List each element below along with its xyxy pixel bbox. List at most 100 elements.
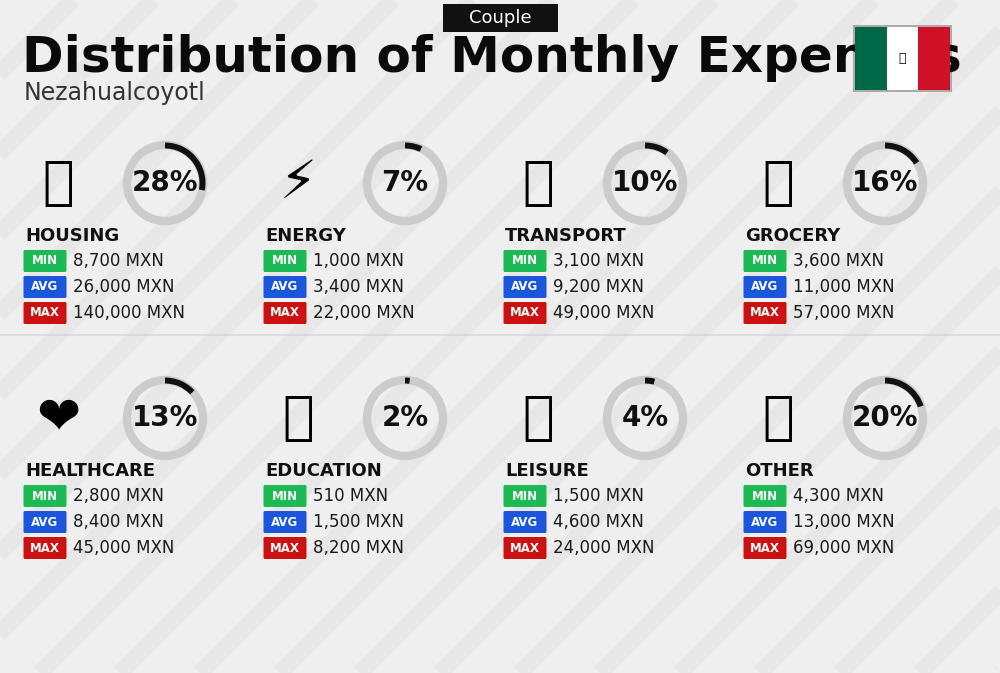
FancyBboxPatch shape xyxy=(504,250,546,272)
Text: MIN: MIN xyxy=(32,489,58,503)
Text: Couple: Couple xyxy=(469,9,531,27)
FancyBboxPatch shape xyxy=(264,250,306,272)
Wedge shape xyxy=(405,143,422,152)
Text: 20%: 20% xyxy=(852,404,918,432)
Text: 45,000 MXN: 45,000 MXN xyxy=(73,539,174,557)
FancyBboxPatch shape xyxy=(24,537,66,559)
FancyBboxPatch shape xyxy=(24,276,66,298)
Wedge shape xyxy=(645,143,669,155)
Text: 1,500 MXN: 1,500 MXN xyxy=(553,487,644,505)
FancyBboxPatch shape xyxy=(504,302,546,324)
Text: 🦅: 🦅 xyxy=(899,52,906,65)
FancyBboxPatch shape xyxy=(24,511,66,533)
Text: 24,000 MXN: 24,000 MXN xyxy=(553,539,654,557)
Text: MAX: MAX xyxy=(30,306,60,320)
Text: 140,000 MXN: 140,000 MXN xyxy=(73,304,185,322)
Text: 🛍: 🛍 xyxy=(522,392,554,444)
Text: 2,800 MXN: 2,800 MXN xyxy=(73,487,164,505)
FancyBboxPatch shape xyxy=(744,537,786,559)
Text: 3,600 MXN: 3,600 MXN xyxy=(793,252,884,270)
Text: 8,200 MXN: 8,200 MXN xyxy=(313,539,404,557)
FancyBboxPatch shape xyxy=(744,276,786,298)
Text: ENERGY: ENERGY xyxy=(265,227,346,245)
Text: MAX: MAX xyxy=(270,542,300,555)
FancyBboxPatch shape xyxy=(855,26,887,90)
Text: AVG: AVG xyxy=(31,281,59,293)
Text: AVG: AVG xyxy=(751,516,779,528)
FancyBboxPatch shape xyxy=(264,276,306,298)
FancyBboxPatch shape xyxy=(24,250,66,272)
Text: 2%: 2% xyxy=(381,404,429,432)
Text: GROCERY: GROCERY xyxy=(745,227,840,245)
Text: 4,300 MXN: 4,300 MXN xyxy=(793,487,884,505)
Text: MAX: MAX xyxy=(270,306,300,320)
Text: OTHER: OTHER xyxy=(745,462,814,480)
Text: MAX: MAX xyxy=(30,542,60,555)
Text: 11,000 MXN: 11,000 MXN xyxy=(793,278,895,296)
Text: HEALTHCARE: HEALTHCARE xyxy=(25,462,155,480)
Text: EDUCATION: EDUCATION xyxy=(265,462,382,480)
Text: 🚌: 🚌 xyxy=(522,157,554,209)
Text: 8,700 MXN: 8,700 MXN xyxy=(73,252,164,270)
Text: 1,000 MXN: 1,000 MXN xyxy=(313,252,404,270)
Text: 49,000 MXN: 49,000 MXN xyxy=(553,304,654,322)
Text: MIN: MIN xyxy=(272,254,298,267)
Text: MIN: MIN xyxy=(752,489,778,503)
Text: HOUSING: HOUSING xyxy=(25,227,119,245)
Text: ❤: ❤ xyxy=(36,392,80,444)
Text: MAX: MAX xyxy=(510,306,540,320)
FancyBboxPatch shape xyxy=(264,485,306,507)
Text: 🛒: 🛒 xyxy=(762,157,794,209)
Text: 510 MXN: 510 MXN xyxy=(313,487,388,505)
Wedge shape xyxy=(165,143,205,190)
Text: 57,000 MXN: 57,000 MXN xyxy=(793,304,894,322)
Text: 26,000 MXN: 26,000 MXN xyxy=(73,278,175,296)
FancyBboxPatch shape xyxy=(264,511,306,533)
Text: 3,400 MXN: 3,400 MXN xyxy=(313,278,404,296)
FancyBboxPatch shape xyxy=(744,302,786,324)
Text: MIN: MIN xyxy=(752,254,778,267)
Wedge shape xyxy=(885,143,919,164)
FancyBboxPatch shape xyxy=(744,511,786,533)
FancyBboxPatch shape xyxy=(264,302,306,324)
Text: MAX: MAX xyxy=(510,542,540,555)
Text: AVG: AVG xyxy=(511,281,539,293)
Text: 3,100 MXN: 3,100 MXN xyxy=(553,252,644,270)
Text: 8,400 MXN: 8,400 MXN xyxy=(73,513,164,531)
Text: 4,600 MXN: 4,600 MXN xyxy=(553,513,644,531)
Wedge shape xyxy=(405,378,410,384)
Text: 9,200 MXN: 9,200 MXN xyxy=(553,278,644,296)
Text: MIN: MIN xyxy=(272,489,298,503)
FancyBboxPatch shape xyxy=(24,302,66,324)
FancyBboxPatch shape xyxy=(442,4,558,32)
Wedge shape xyxy=(165,378,195,394)
FancyBboxPatch shape xyxy=(744,485,786,507)
FancyBboxPatch shape xyxy=(504,485,546,507)
Text: AVG: AVG xyxy=(751,281,779,293)
Text: Distribution of Monthly Expenses: Distribution of Monthly Expenses xyxy=(22,34,962,82)
Text: 69,000 MXN: 69,000 MXN xyxy=(793,539,894,557)
Text: 💰: 💰 xyxy=(762,392,794,444)
Text: 1,500 MXN: 1,500 MXN xyxy=(313,513,404,531)
Text: AVG: AVG xyxy=(511,516,539,528)
Text: 4%: 4% xyxy=(621,404,669,432)
Text: 10%: 10% xyxy=(612,169,678,197)
Text: MIN: MIN xyxy=(512,489,538,503)
FancyBboxPatch shape xyxy=(24,485,66,507)
FancyBboxPatch shape xyxy=(504,276,546,298)
Text: 22,000 MXN: 22,000 MXN xyxy=(313,304,415,322)
Wedge shape xyxy=(645,378,655,384)
Text: AVG: AVG xyxy=(31,516,59,528)
Text: LEISURE: LEISURE xyxy=(505,462,589,480)
Text: 7%: 7% xyxy=(381,169,429,197)
Text: MAX: MAX xyxy=(750,542,780,555)
FancyBboxPatch shape xyxy=(504,511,546,533)
Text: Nezahualcoyotl: Nezahualcoyotl xyxy=(24,81,206,105)
FancyBboxPatch shape xyxy=(504,537,546,559)
FancyBboxPatch shape xyxy=(264,537,306,559)
Text: 13,000 MXN: 13,000 MXN xyxy=(793,513,895,531)
FancyBboxPatch shape xyxy=(887,26,918,90)
Text: MIN: MIN xyxy=(512,254,538,267)
Text: MIN: MIN xyxy=(32,254,58,267)
FancyBboxPatch shape xyxy=(853,24,952,92)
